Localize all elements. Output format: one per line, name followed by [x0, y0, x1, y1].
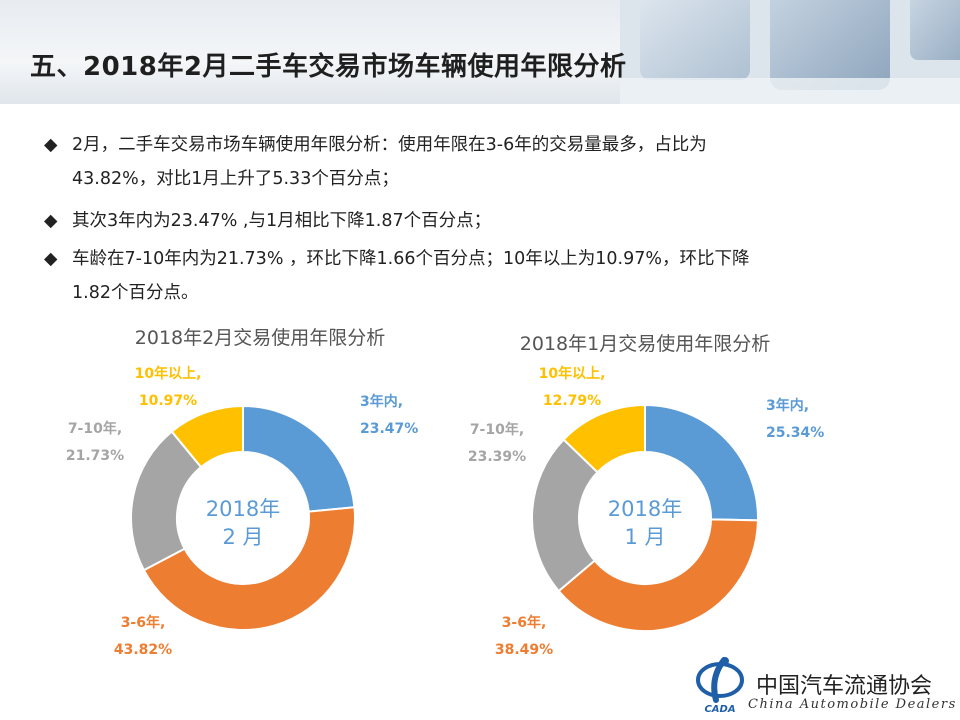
- bullet-text: 43.82%，对比1月上升了5.33个百分点；: [72, 169, 399, 189]
- center-label-month: 2 月: [222, 525, 263, 549]
- logo-text: CADA: [704, 704, 735, 714]
- diamond-bullet-icon: ◆: [44, 135, 58, 155]
- slice-label: 3年内, 23.47%: [360, 393, 418, 437]
- donut-slice: [170, 404, 244, 469]
- bullet-text: 其次3年内为23.47% ,与1月相比下降1.87个百分点；: [72, 211, 492, 231]
- diamond-bullet-icon: ◆: [44, 211, 58, 231]
- cada-logo: CADA: [696, 657, 744, 714]
- header-banner: 五、2018年2月二手车交易市场车辆使用年限分析: [0, 0, 960, 104]
- slice-label-name: 3-6年,: [121, 614, 166, 631]
- chart-title: 2018年2月交易使用年限分析: [135, 327, 385, 349]
- chart-title: 2018年1月交易使用年限分析: [520, 333, 770, 355]
- slice-label: 3年内, 25.34%: [766, 397, 824, 441]
- slice-label: 7-10年, 23.39%: [468, 421, 526, 465]
- page-title: 五、2018年2月二手车交易市场车辆使用年限分析: [30, 52, 627, 82]
- bullet-text: 车龄在7-10年内为21.73% ，环比下降1.66个百分点；10年以上为10.…: [72, 249, 750, 269]
- slice-label-name: 3年内,: [360, 393, 403, 410]
- donut-slice: [562, 403, 646, 474]
- slice-label-value: 25.34%: [766, 425, 824, 441]
- org-name-en: China Automobile Dealers: [748, 697, 957, 712]
- bullet-item: ◆ 2月，二手车交易市场车辆使用年限分析：使用年限在3-6年的交易量最多，占比为…: [44, 128, 707, 196]
- slice-label: 3-6年, 38.49%: [495, 614, 553, 658]
- header-decoration: [620, 0, 960, 104]
- slice-label-name: 10年以上,: [135, 365, 202, 382]
- slice-label-value: 12.79%: [543, 393, 601, 409]
- org-name-cn: 中国汽车流通协会: [756, 674, 933, 699]
- slice-label: 10年以上, 12.79%: [539, 365, 606, 409]
- donut-slice: [142, 506, 356, 631]
- slice-label-name: 10年以上,: [539, 365, 606, 382]
- donut-slice: [644, 403, 759, 522]
- slice-label-name: 3-6年,: [502, 614, 547, 631]
- bullet-item: ◆ 其次3年内为23.47% ,与1月相比下降1.87个百分点；: [44, 204, 491, 238]
- slice-label: 3-6年, 43.82%: [114, 614, 172, 658]
- slice-label-value: 38.49%: [495, 642, 553, 658]
- bullet-text: 1.82个百分点。: [72, 283, 199, 303]
- slice-label-name: 3年内,: [766, 397, 809, 414]
- slice-label-value: 23.47%: [360, 421, 418, 437]
- diamond-bullet-icon: ◆: [44, 249, 58, 269]
- center-label-year: 2018年: [206, 497, 280, 521]
- slice-label: 10年以上, 10.97%: [135, 365, 202, 409]
- donut-center-label: 2018年 2 月: [206, 497, 280, 549]
- center-label-year: 2018年: [608, 497, 682, 521]
- donut-slice: [557, 518, 759, 632]
- donut-slice: [242, 404, 356, 513]
- slice-label: 7-10年, 21.73%: [66, 420, 124, 464]
- slice-label-name: 7-10年,: [68, 420, 122, 437]
- slice-label-name: 7-10年,: [470, 421, 524, 438]
- bullet-text: 2月，二手车交易市场车辆使用年限分析：使用年限在3-6年的交易量最多，占比为: [72, 135, 707, 155]
- bullet-item: ◆ 车龄在7-10年内为21.73% ，环比下降1.66个百分点；10年以上为1…: [44, 242, 749, 310]
- slice-label-value: 21.73%: [66, 448, 124, 464]
- slice-label-value: 10.97%: [139, 393, 197, 409]
- slice-label-value: 43.82%: [114, 642, 172, 658]
- center-label-month: 1 月: [624, 525, 665, 549]
- donut-center-label: 2018年 1 月: [608, 497, 682, 549]
- slice-label-value: 23.39%: [468, 449, 526, 465]
